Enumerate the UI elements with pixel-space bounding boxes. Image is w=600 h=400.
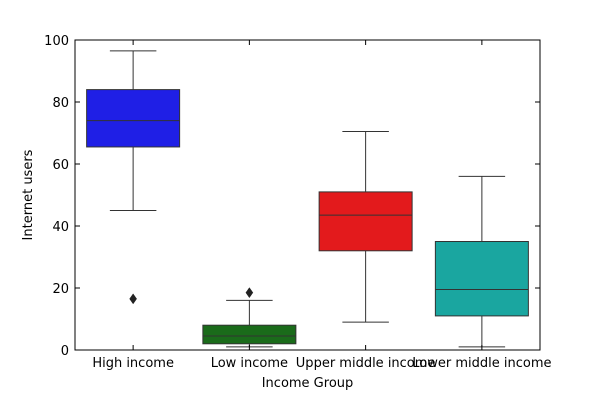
y-tick-label: 100 [44,34,69,49]
box-iqr [434,241,529,317]
x-tick-label: Lower middle income [412,356,551,371]
box-iqr [318,191,413,252]
box-iqr [202,324,297,345]
box-group [318,130,413,323]
x-tick-label: Upper middle income [296,356,436,371]
box-iqr [86,89,181,148]
x-axis-label: Income Group [262,376,354,391]
y-axis-label: Internet users [21,149,36,240]
y-tick-label: 60 [52,158,69,173]
plot-frame [74,39,541,351]
y-axis: 0 20 40 60 80 100 [44,34,540,359]
boxes-layer [86,50,529,348]
outlier-point [129,293,137,305]
y-tick-label: 0 [61,344,69,359]
x-axis: High income Low income Upper middle income… [92,40,551,371]
y-tick-label: 40 [52,220,69,235]
x-tick-label: High income [92,356,174,371]
box-group [434,175,529,348]
outlier-point [245,287,254,299]
box-group [202,287,297,348]
x-tick-label: Low income [211,356,288,371]
y-tick-label: 80 [52,96,69,111]
y-tick-label: 20 [52,282,69,297]
box-group [86,50,181,305]
